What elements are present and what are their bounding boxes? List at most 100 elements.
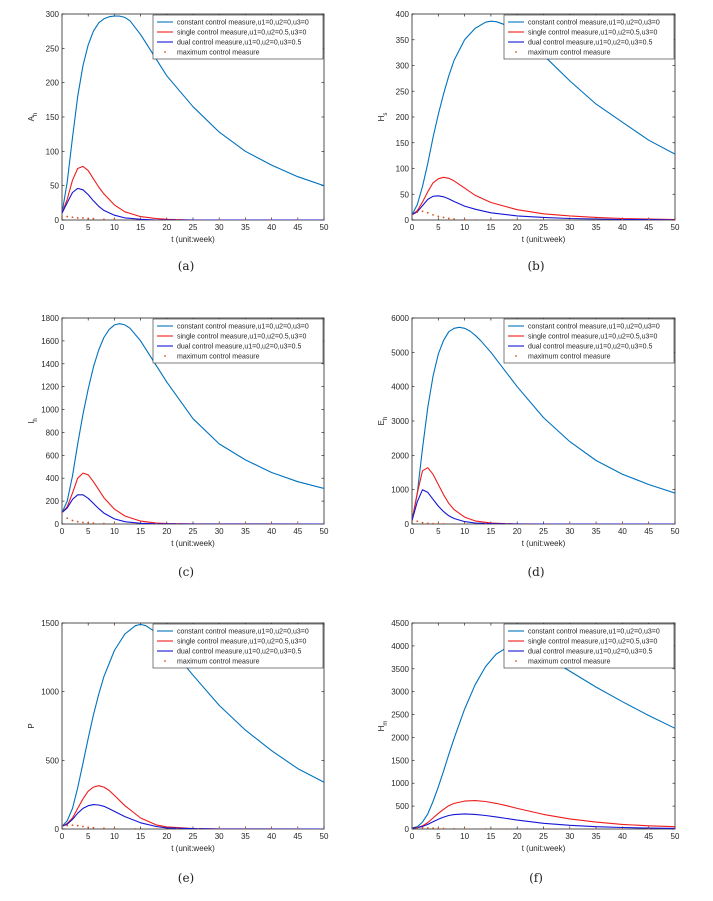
series-point — [103, 522, 105, 524]
series-point — [516, 219, 519, 220]
x-axis-label: t (unit:week) — [522, 844, 566, 853]
series-point — [134, 827, 137, 829]
legend-box — [503, 14, 675, 60]
series-point — [296, 828, 299, 829]
legend-marker — [515, 355, 517, 357]
x-tick-label: 50 — [320, 527, 329, 536]
series-point — [437, 522, 440, 524]
x-tick-label: 0 — [410, 223, 415, 232]
legend-entry: maximum control measure — [177, 659, 260, 666]
data-layer — [412, 645, 675, 829]
series-point — [92, 217, 95, 220]
x-axis-label: t (unit:week) — [522, 235, 566, 244]
series-point — [296, 219, 299, 220]
legend-entry: maximum control measure — [528, 354, 611, 361]
subplot-caption: (b) — [527, 259, 544, 273]
y-tick-label: 1600 — [41, 337, 59, 346]
data-layer — [412, 326, 675, 524]
series-point — [437, 827, 440, 829]
x-tick-label: 50 — [671, 223, 680, 232]
y-tick-label: 200 — [396, 113, 410, 122]
series-point — [421, 826, 424, 829]
series-point — [113, 218, 116, 220]
legend: constant control measure,u1=0,u2=0,u3=0 s… — [152, 623, 324, 669]
series-point — [134, 219, 137, 220]
series-point — [432, 213, 434, 216]
x-tick-label: 10 — [110, 223, 119, 232]
x-tick-label: 50 — [671, 527, 680, 536]
x-tick-label: 25 — [189, 832, 198, 841]
x-tick-label: 35 — [241, 223, 250, 232]
series-point — [155, 219, 158, 220]
x-tick-label: 25 — [189, 223, 198, 232]
x-tick-label: 5 — [436, 223, 441, 232]
series-point — [76, 824, 79, 827]
series-point — [87, 217, 90, 220]
x-tick-label: 30 — [215, 223, 224, 232]
legend-entry: single control measure,u1=0,u2=0.5,u3=0 — [177, 639, 307, 646]
series-point — [463, 218, 466, 220]
y-tick-label: 0 — [55, 825, 60, 834]
legend-entry: dual control measure,u1=0,u2=0,u3=0.5 — [177, 344, 301, 351]
x-tick-label: 0 — [410, 527, 415, 536]
series-line-1 — [62, 323, 324, 513]
x-tick-label: 15 — [136, 832, 145, 841]
series-point — [463, 827, 466, 829]
x-tick-label: 5 — [436, 832, 441, 841]
x-tick-label: 10 — [460, 832, 469, 841]
series-point — [82, 825, 84, 828]
y-tick-label: 1800 — [41, 314, 59, 323]
y-tick-label: 0 — [405, 216, 410, 225]
x-tick-label: 15 — [486, 832, 495, 841]
x-tick-label: 40 — [267, 832, 276, 841]
data-layer — [62, 15, 324, 220]
series-line-1 — [412, 326, 675, 521]
series-line-1 — [62, 15, 324, 214]
legend-box — [503, 623, 675, 669]
x-tick-label: 0 — [60, 832, 65, 841]
y-tick-label: 2000 — [391, 733, 409, 742]
x-tick-label: 30 — [565, 527, 574, 536]
series-point — [323, 523, 324, 524]
series-point — [432, 522, 434, 524]
y-tick-label: 600 — [46, 451, 60, 460]
y-tick-label: 0 — [55, 216, 60, 225]
series-point — [526, 828, 529, 829]
y-axis-label: P — [27, 723, 36, 728]
series-point — [674, 219, 675, 220]
series-point — [62, 511, 63, 514]
x-tick-label: 0 — [60, 223, 65, 232]
subplot-a: 0 5 10 15 20 25 30 35 40 45 50 0 50 100 150 200 250 300 t … — [27, 10, 329, 273]
y-tick-label: 100 — [396, 165, 410, 174]
x-tick-label: 45 — [644, 223, 653, 232]
series-point — [595, 219, 597, 220]
series-point — [416, 520, 419, 523]
y-tick-label: 4000 — [391, 383, 409, 392]
legend: constant control measure,u1=0,u2=0,u3=0 s… — [152, 14, 324, 60]
series-point — [270, 828, 273, 829]
series-line-3 — [412, 489, 675, 524]
series-point — [244, 523, 247, 524]
legend-marker — [164, 355, 166, 357]
series-point — [505, 828, 508, 829]
series-line-3 — [62, 187, 324, 220]
subplot-caption: (c) — [178, 565, 194, 579]
series-point — [453, 523, 455, 524]
y-tick-label: 250 — [396, 87, 410, 96]
series-point — [674, 523, 675, 524]
legend-entry: single control measure,u1=0,u2=0.5,u3=0 — [177, 30, 307, 37]
series-point — [647, 219, 650, 220]
x-tick-label: 45 — [293, 527, 302, 536]
y-tick-label: 3000 — [391, 417, 409, 426]
series-point — [66, 824, 69, 827]
series-point — [323, 828, 324, 829]
series-point — [103, 827, 105, 829]
series-point — [547, 523, 550, 524]
series-point — [463, 523, 466, 524]
y-tick-label: 50 — [400, 190, 409, 199]
x-tick-label: 40 — [618, 223, 627, 232]
legend-marker — [515, 660, 517, 662]
legend-entry: constant control measure,u1=0,u2=0,u3=0 — [528, 20, 660, 27]
x-tick-label: 20 — [162, 832, 171, 841]
